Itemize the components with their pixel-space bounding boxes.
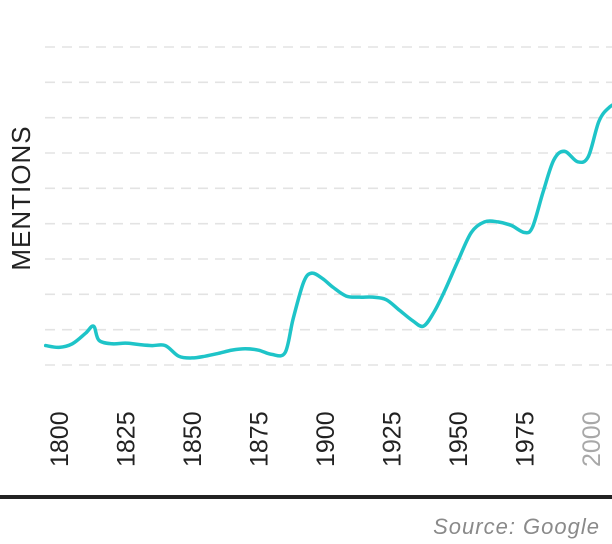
x-tick-label: 1950 bbox=[445, 411, 473, 467]
x-tick-label: 1925 bbox=[379, 411, 407, 467]
line-chart: 1800 1825 1850 1875 1900 1925 1950 1975 2000 MEN… bbox=[6, 46, 612, 467]
y-axis-label: MENTIONS bbox=[6, 125, 36, 270]
x-tick-label: 1850 bbox=[179, 411, 207, 467]
series-layer bbox=[43, 103, 612, 360]
source-note: Source: Google bbox=[433, 514, 600, 539]
grid-lines bbox=[45, 46, 612, 366]
x-tick-label: 1875 bbox=[246, 411, 274, 467]
x-axis-ticks: 1800 1825 1850 1875 1900 1925 1950 1975 2000 bbox=[46, 411, 606, 467]
x-tick-label: 1800 bbox=[46, 411, 74, 467]
x-tick-label: 1825 bbox=[113, 411, 141, 467]
x-tick-label: 1975 bbox=[512, 411, 540, 467]
bottom-rule bbox=[0, 495, 612, 499]
x-tick-label: 1900 bbox=[312, 411, 340, 467]
x-tick-label: 2000 bbox=[578, 411, 606, 467]
series-line-0 bbox=[43, 103, 612, 360]
